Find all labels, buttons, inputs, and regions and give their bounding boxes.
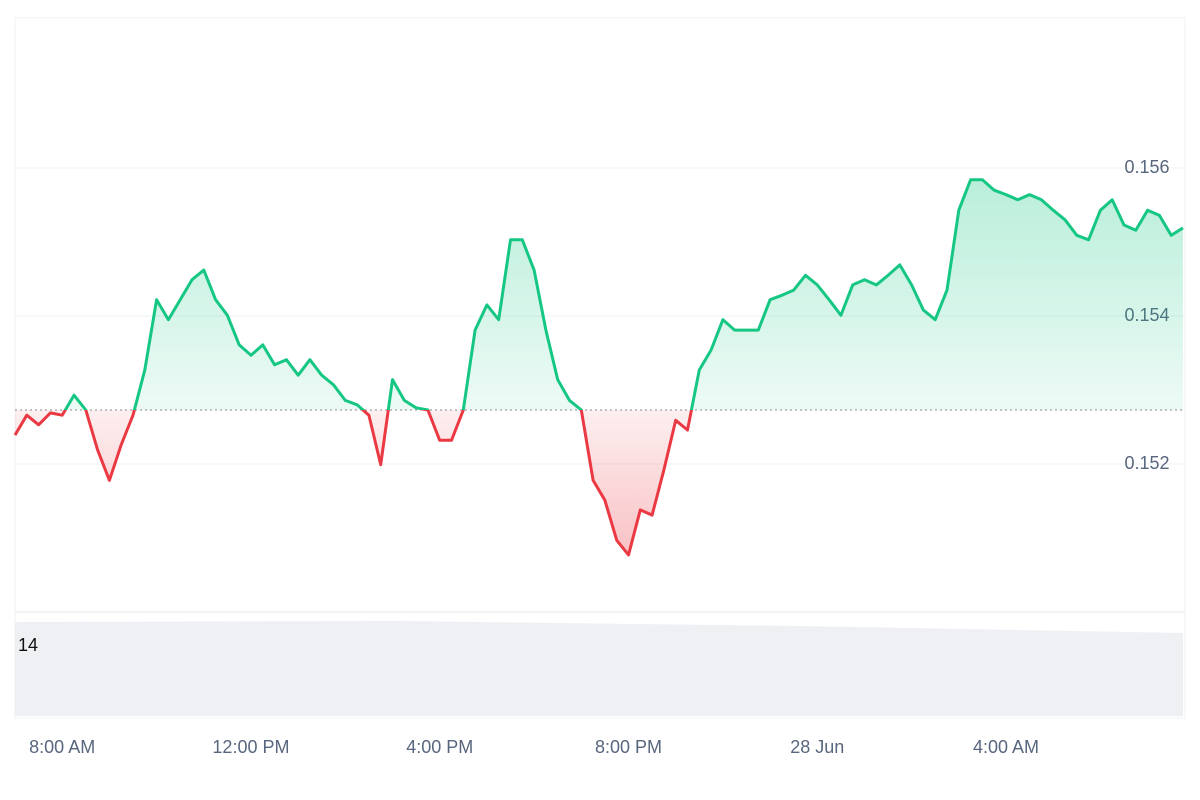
volume-area [15,621,1183,716]
x-tick-label: 4:00 PM [406,737,473,757]
x-tick-label: 8:00 PM [595,737,662,757]
y-tick-label: 0.152 [1124,453,1169,473]
y-tick-label: 0.156 [1124,157,1169,177]
price-line [13,178,1184,557]
volume-label: 14 [18,635,38,655]
price-area [15,179,1183,556]
x-tick-label: 12:00 PM [212,737,289,757]
x-tick-label: 28 Jun [790,737,844,757]
plot-frame [14,17,1186,719]
x-tick-label: 4:00 AM [973,737,1039,757]
x-tick-label: 8:00 AM [29,737,95,757]
